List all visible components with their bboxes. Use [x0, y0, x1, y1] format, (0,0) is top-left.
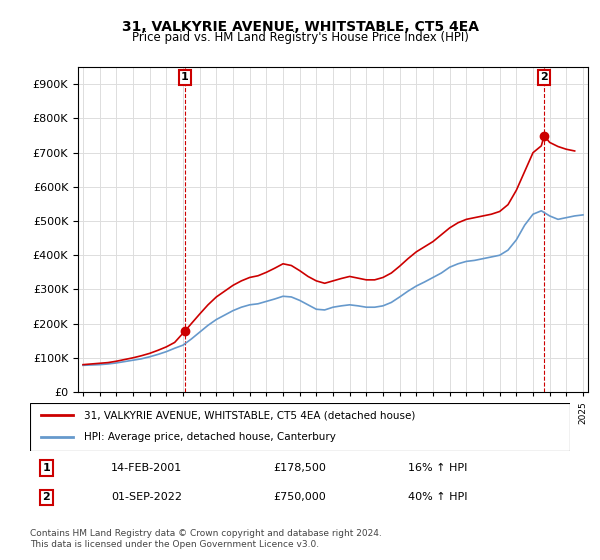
Text: HPI: Average price, detached house, Canterbury: HPI: Average price, detached house, Cant…: [84, 432, 336, 442]
Text: 14-FEB-2001: 14-FEB-2001: [111, 463, 182, 473]
Text: 31, VALKYRIE AVENUE, WHITSTABLE, CT5 4EA: 31, VALKYRIE AVENUE, WHITSTABLE, CT5 4EA: [121, 20, 479, 34]
Text: 2: 2: [43, 492, 50, 502]
Text: Contains HM Land Registry data © Crown copyright and database right 2024.
This d: Contains HM Land Registry data © Crown c…: [30, 529, 382, 549]
Text: £178,500: £178,500: [273, 463, 326, 473]
Text: 16% ↑ HPI: 16% ↑ HPI: [408, 463, 467, 473]
Text: 31, VALKYRIE AVENUE, WHITSTABLE, CT5 4EA (detached house): 31, VALKYRIE AVENUE, WHITSTABLE, CT5 4EA…: [84, 410, 415, 420]
Text: 1: 1: [43, 463, 50, 473]
Text: 2: 2: [540, 72, 548, 82]
Text: 40% ↑ HPI: 40% ↑ HPI: [408, 492, 467, 502]
Text: Price paid vs. HM Land Registry's House Price Index (HPI): Price paid vs. HM Land Registry's House …: [131, 31, 469, 44]
FancyBboxPatch shape: [30, 403, 570, 451]
Text: £750,000: £750,000: [273, 492, 326, 502]
Text: 1: 1: [181, 72, 189, 82]
Text: 01-SEP-2022: 01-SEP-2022: [111, 492, 182, 502]
